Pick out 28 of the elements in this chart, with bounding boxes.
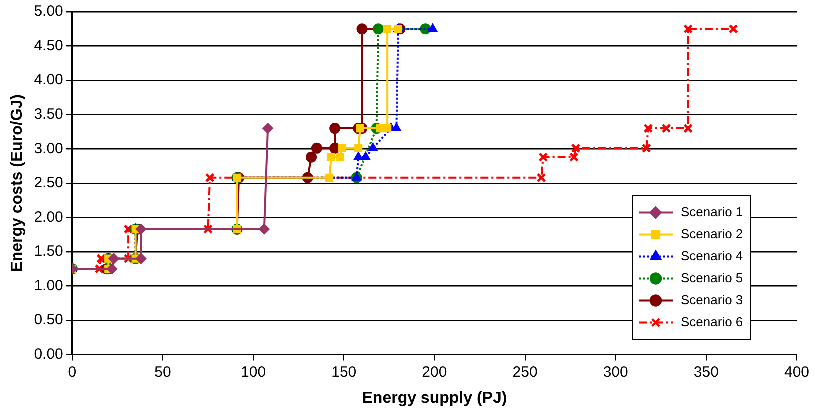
y-tick-label: 0.00 <box>34 346 64 363</box>
x-tick-label: 0 <box>68 364 77 381</box>
y-tick-label: 1.50 <box>34 243 64 260</box>
y-tick-label: 3.50 <box>34 106 64 123</box>
y-tick-label: 0.50 <box>34 312 64 329</box>
y-tick-label: 3.00 <box>34 140 64 158</box>
x-tick-label: 400 <box>784 364 810 381</box>
x-tick-label: 200 <box>422 364 448 381</box>
y-tick-label: 5.00 <box>34 3 64 20</box>
y-tick-label: 2.50 <box>34 174 64 192</box>
x-axis-title: Energy supply (PJ) <box>362 390 508 407</box>
x-tick-label: 100 <box>241 364 266 381</box>
x-tick-label: 150 <box>332 364 357 381</box>
y-tick-label: 4.50 <box>34 37 64 54</box>
x-tick-label: 350 <box>694 364 719 381</box>
legend-label: Scenario 5 <box>681 270 744 286</box>
y-tick-label: 1.00 <box>34 277 64 294</box>
legend-label: Scenario 3 <box>681 292 744 308</box>
x-tick-label: 50 <box>154 364 172 381</box>
legend-label: Scenario 4 <box>681 248 744 264</box>
y-tick-label: 2.00 <box>34 208 64 226</box>
legend-label: Scenario 1 <box>681 204 744 220</box>
x-tick-label: 250 <box>512 364 538 381</box>
y-axis-title: Energy costs (Euro/GJ) <box>9 94 26 272</box>
x-tick-label: 300 <box>603 364 628 381</box>
legend-label: Scenario 2 <box>681 226 744 242</box>
legend-label: Scenario 6 <box>681 314 744 330</box>
y-tick-label: 4.00 <box>34 72 64 89</box>
